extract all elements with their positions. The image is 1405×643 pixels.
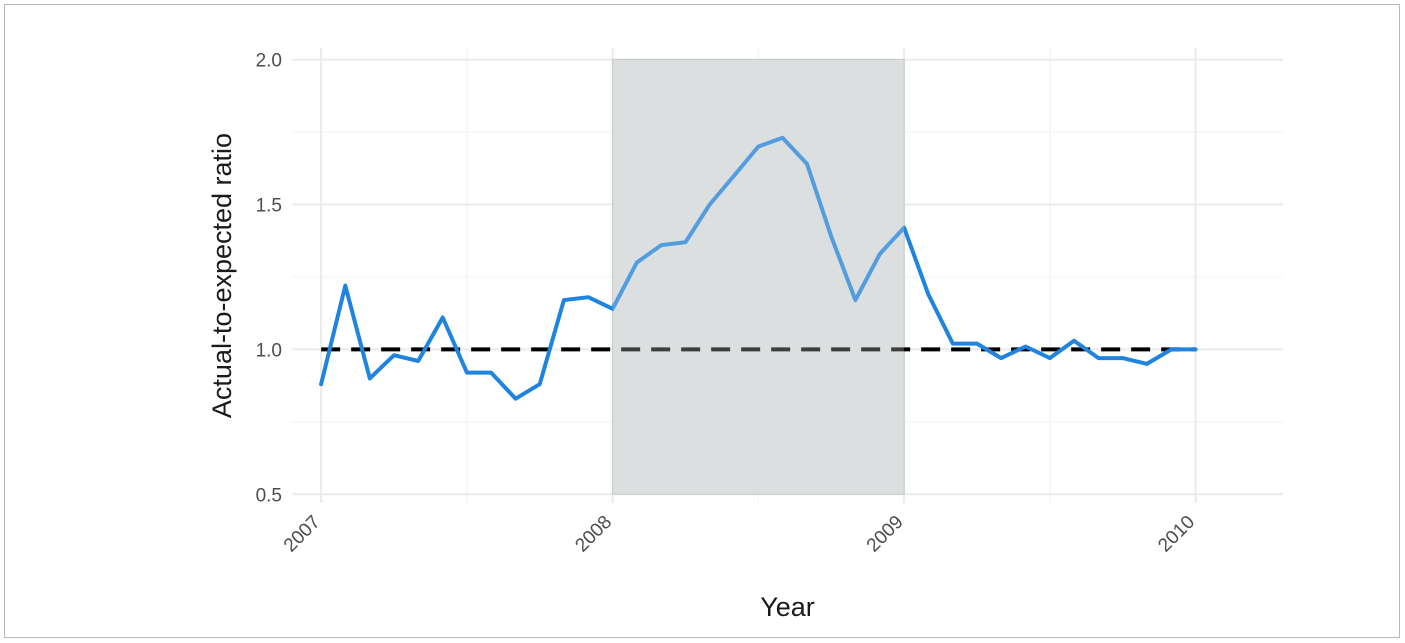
y-tick-label: 1.0 (256, 340, 282, 361)
x-tick-label: 2009 (863, 512, 908, 557)
figure-frame: 0.5 1.0 1.5 2.0 2007 2008 2009 2010 Actual-to-… (4, 4, 1400, 638)
y-tick-labels: 0.5 1.0 1.5 2.0 (256, 51, 282, 507)
shaded-region-layer (612, 59, 905, 495)
line-chart: 0.5 1.0 1.5 2.0 2007 2008 2009 2010 Actual-to-… (207, 48, 1283, 622)
x-tick-label: 2008 (571, 512, 616, 557)
y-tick-label: 0.5 (256, 485, 282, 506)
series-line (319, 135, 1198, 401)
x-tick-labels: 2007 2008 2009 2010 (280, 512, 1199, 557)
shaded-region (612, 59, 905, 495)
series-layer (319, 59, 1198, 495)
x-axis-title: Year (760, 592, 815, 622)
y-tick-label: 1.5 (256, 195, 282, 216)
x-tick-label: 2010 (1154, 512, 1199, 557)
y-axis-title: Actual-to-expected ratio (207, 133, 237, 418)
x-tick-label: 2007 (280, 512, 325, 557)
y-tick-label: 2.0 (256, 51, 282, 72)
shaded-region-overlay (612, 59, 905, 495)
